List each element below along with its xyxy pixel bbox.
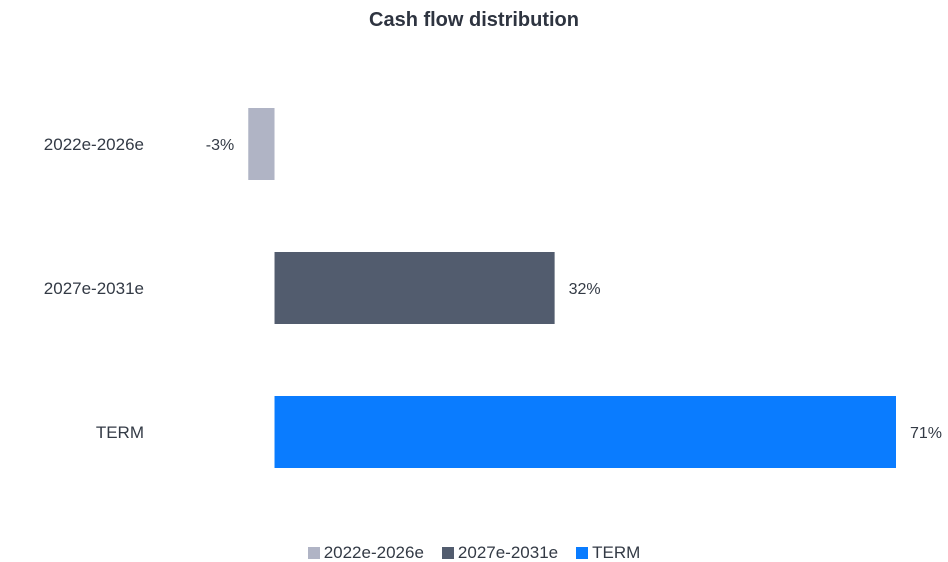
data-label: 32% [569, 281, 601, 298]
legend-item: 2027e-2031e [441, 543, 559, 562]
legend-item: TERM [576, 543, 640, 562]
category-label: TERM [96, 423, 144, 442]
bar-1 [274, 252, 555, 324]
legend-label: 2022e-2026e [323, 543, 424, 562]
legend-item: 2022e-2026e [307, 543, 424, 562]
legend-swatch [307, 547, 320, 559]
category-label: 2022e-2026e [44, 135, 144, 154]
legend-swatch [441, 547, 454, 559]
chart-title: Cash flow distribution [369, 9, 579, 31]
data-label: -3% [206, 137, 234, 154]
chart-legend: 2022e-2026e 2027e-2031e TERM [0, 543, 948, 562]
bar-0 [248, 108, 275, 180]
legend-label: TERM [592, 543, 641, 562]
legend-label: 2027e-2031e [457, 543, 559, 562]
category-label: 2027e-2031e [44, 279, 144, 298]
data-label: 71% [910, 425, 942, 442]
bar-2 [274, 396, 896, 468]
legend-swatch [576, 547, 589, 559]
